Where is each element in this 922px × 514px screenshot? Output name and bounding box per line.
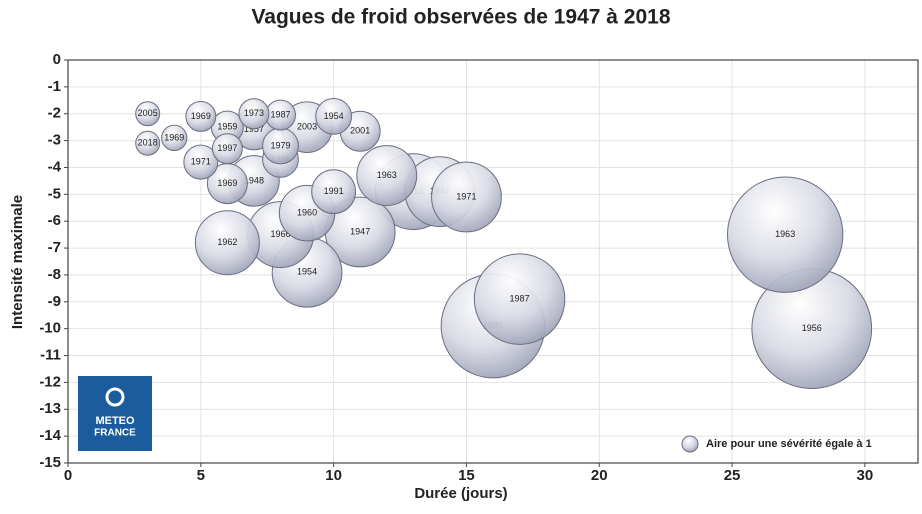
x-tick-label: 0	[64, 467, 72, 484]
logo-text: METEO	[95, 415, 135, 427]
bubble	[183, 144, 219, 180]
bubble	[315, 98, 353, 135]
y-axis-label: Intensité maximale	[9, 195, 26, 329]
bubble	[356, 145, 418, 206]
bubble-label: 1969	[191, 111, 211, 121]
y-tick-label: -2	[48, 105, 61, 122]
bubble	[211, 133, 243, 165]
bubble-label: 1969	[217, 178, 237, 188]
y-tick-label: -7	[48, 239, 61, 256]
bubble-label: 1957	[244, 124, 264, 134]
bubble	[185, 100, 217, 132]
bubble-label: 1948	[244, 175, 264, 185]
bubble	[726, 176, 844, 293]
x-axis-label: Durée (jours)	[414, 485, 507, 502]
bubble-label: 1963	[377, 170, 397, 180]
bubble	[311, 169, 357, 215]
x-tick-label: 25	[724, 467, 741, 484]
bubble-label: 1973	[244, 108, 264, 118]
bubble-label: 1954	[297, 267, 317, 277]
bubble-label: 1947	[350, 226, 370, 236]
bubble	[431, 161, 502, 233]
y-tick-label: -6	[48, 212, 61, 229]
y-tick-label: -1	[48, 78, 61, 95]
y-tick-label: -3	[48, 132, 61, 149]
bubble	[135, 130, 161, 156]
logo-text: FRANCE	[94, 428, 136, 439]
y-tick-label: -5	[48, 185, 61, 202]
chart-title: Vagues de froid observées de 1947 à 2018	[251, 6, 670, 29]
legend-bubble	[681, 435, 699, 453]
y-tick-label: -8	[48, 266, 61, 283]
bubble-label: 1971	[191, 156, 211, 166]
y-tick-label: -13	[39, 400, 61, 417]
bubble-label: 1997	[217, 143, 237, 153]
bubbles: 1956196319851987201219421971194719541966…	[135, 98, 873, 390]
bubble	[135, 101, 161, 127]
logo: METEO FRANCE	[78, 376, 152, 451]
bubble-label: 2018	[138, 138, 158, 148]
x-tick-label: 30	[857, 467, 874, 484]
bubble-label: 1969	[164, 132, 184, 142]
bubble-label: 1959	[217, 122, 237, 132]
bubble-label: 1971	[456, 191, 476, 201]
y-tick-label: -15	[39, 454, 61, 471]
bubble	[238, 98, 270, 130]
y-tick-label: 0	[53, 51, 61, 68]
y-tick-label: -9	[48, 293, 61, 310]
bubble-label: 1960	[297, 208, 317, 218]
y-tick-label: -11	[40, 347, 61, 364]
bubble	[161, 124, 188, 152]
legend: Aire pour une sévérité égale à 1	[681, 435, 872, 453]
legend-label: Aire pour une sévérité égale à 1	[706, 438, 872, 450]
x-tick-label: 15	[458, 467, 475, 484]
y-tick-label: -12	[39, 373, 61, 390]
x-tick-label: 5	[197, 467, 205, 484]
bubble-label: 1966	[270, 229, 290, 239]
bubble-label: 1962	[217, 237, 237, 247]
bubble-label: 1987	[270, 109, 290, 119]
bubble-label: 1963	[775, 229, 795, 239]
bubble-label: 1979	[270, 140, 290, 150]
bubble-label: 1954	[324, 111, 344, 121]
bubble-label: 1991	[324, 186, 344, 196]
plot-frame	[67, 59, 919, 464]
bubble	[473, 253, 566, 345]
y-tick-label: -4	[48, 158, 62, 175]
bubble-label: 1956	[802, 323, 822, 333]
logo-box	[78, 376, 152, 451]
y-tick-label: -14	[39, 427, 61, 444]
bubble-label: 2001	[350, 126, 370, 136]
x-tick-label: 20	[591, 467, 608, 484]
y-tick-label: -10	[39, 320, 61, 337]
bubble-label: 2005	[138, 108, 158, 118]
logo-icon	[105, 387, 125, 407]
bubble	[194, 210, 260, 276]
bubble-label: 1987	[510, 293, 530, 303]
bubble-label: 2003	[297, 122, 317, 132]
x-tick-label: 10	[325, 467, 342, 484]
